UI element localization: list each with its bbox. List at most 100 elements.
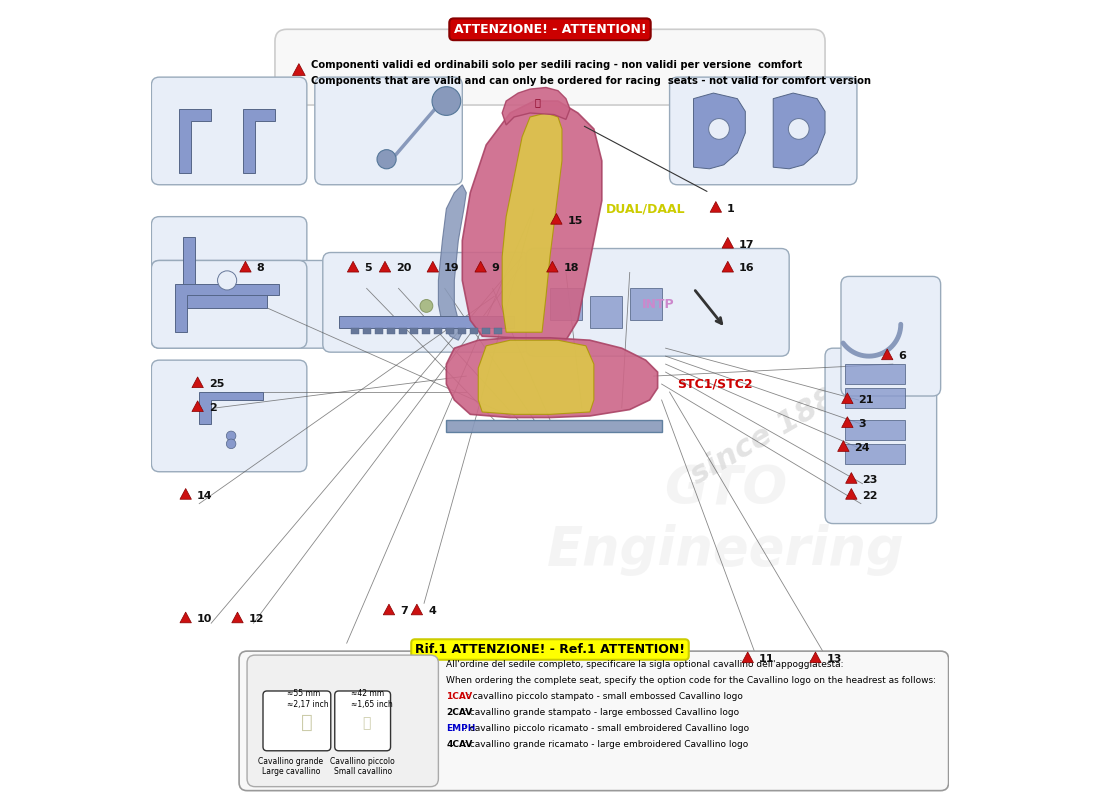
Polygon shape (434, 328, 442, 334)
Polygon shape (184, 237, 267, 308)
Text: GTO
Engineering: GTO Engineering (547, 463, 904, 576)
Polygon shape (339, 316, 514, 328)
FancyBboxPatch shape (275, 30, 825, 105)
FancyBboxPatch shape (152, 261, 339, 348)
Text: : cavallino piccolo stampato - small embossed Cavallino logo: : cavallino piccolo stampato - small emb… (464, 692, 742, 701)
Text: 2: 2 (209, 403, 217, 413)
Circle shape (227, 439, 235, 449)
Polygon shape (845, 364, 905, 384)
Text: Rif.1 ATTENZIONE! - Ref.1 ATTENTION!: Rif.1 ATTENZIONE! - Ref.1 ATTENTION! (415, 643, 685, 656)
Text: 20: 20 (396, 263, 411, 274)
Text: : cavallino piccolo ricamato - small embroidered Cavallino logo: : cavallino piccolo ricamato - small emb… (464, 724, 749, 733)
PathPatch shape (439, 185, 466, 340)
Polygon shape (837, 441, 849, 451)
FancyBboxPatch shape (526, 249, 789, 356)
Circle shape (708, 118, 729, 139)
Text: INTP: INTP (641, 298, 674, 311)
Text: DUAL/DAAL: DUAL/DAAL (606, 202, 685, 215)
Text: 25: 25 (209, 379, 224, 389)
Polygon shape (590, 296, 621, 328)
Polygon shape (199, 392, 263, 424)
PathPatch shape (503, 113, 562, 332)
Polygon shape (422, 328, 430, 334)
Text: 11: 11 (759, 654, 774, 664)
Text: 🐎: 🐎 (301, 714, 312, 732)
Polygon shape (180, 489, 191, 499)
Polygon shape (842, 393, 854, 403)
Text: 2CAV: 2CAV (447, 708, 473, 717)
Text: Cavallino piccolo
Small cavallino: Cavallino piccolo Small cavallino (330, 757, 395, 777)
Polygon shape (711, 202, 722, 212)
Polygon shape (175, 285, 279, 332)
FancyBboxPatch shape (825, 348, 937, 523)
Text: 🐎: 🐎 (363, 716, 371, 730)
Text: Componenti validi ed ordinabili solo per sedili racing - non validi per versione: Componenti validi ed ordinabili solo per… (311, 60, 802, 70)
Text: 15: 15 (568, 216, 583, 226)
Text: 22: 22 (862, 490, 878, 501)
Text: 5: 5 (364, 263, 372, 274)
Polygon shape (427, 262, 439, 272)
Text: 12: 12 (249, 614, 264, 624)
Text: 8: 8 (256, 263, 264, 274)
Circle shape (377, 150, 396, 169)
Polygon shape (547, 262, 558, 272)
Text: 1CAV: 1CAV (447, 692, 473, 701)
Polygon shape (243, 109, 275, 173)
Polygon shape (191, 377, 204, 388)
Text: ≈55 mm
≈2,17 inch: ≈55 mm ≈2,17 inch (287, 690, 329, 709)
Text: 9: 9 (492, 263, 499, 274)
Polygon shape (742, 652, 754, 662)
Polygon shape (845, 420, 905, 440)
FancyBboxPatch shape (670, 77, 857, 185)
Text: ATTENZIONE! - ATTENTION!: ATTENZIONE! - ATTENTION! (453, 22, 647, 36)
Text: 4CAV: 4CAV (447, 740, 473, 749)
Polygon shape (410, 328, 418, 334)
Circle shape (420, 299, 432, 312)
Text: 19: 19 (444, 263, 460, 274)
Polygon shape (383, 604, 395, 615)
Text: since 1885: since 1885 (686, 373, 860, 490)
Text: ≈42 mm
≈1,65 inch: ≈42 mm ≈1,65 inch (351, 690, 393, 709)
Polygon shape (179, 109, 211, 173)
Text: : cavallino grande stampato - large embossed Cavallino logo: : cavallino grande stampato - large embo… (464, 708, 739, 717)
Polygon shape (693, 93, 746, 169)
Text: 🐎: 🐎 (535, 98, 540, 108)
Text: 17: 17 (739, 239, 755, 250)
Text: EMPH: EMPH (447, 724, 475, 733)
FancyBboxPatch shape (152, 217, 307, 328)
Polygon shape (551, 214, 562, 224)
Polygon shape (459, 328, 466, 334)
Polygon shape (240, 262, 251, 272)
Polygon shape (482, 328, 491, 334)
Text: All'ordine del sedile completo, specificare la sigla optional cavallino dell'app: All'ordine del sedile completo, specific… (447, 660, 844, 669)
Text: 3: 3 (858, 419, 866, 429)
Polygon shape (842, 417, 854, 427)
Text: When ordering the complete seat, specify the option code for the Cavallino logo : When ordering the complete seat, specify… (447, 676, 936, 685)
Polygon shape (810, 652, 822, 662)
Text: 14: 14 (197, 490, 212, 501)
FancyBboxPatch shape (263, 691, 331, 750)
Text: 6: 6 (899, 351, 906, 361)
Polygon shape (232, 612, 243, 623)
PathPatch shape (478, 340, 594, 414)
Polygon shape (351, 328, 359, 334)
Circle shape (218, 271, 236, 290)
FancyBboxPatch shape (334, 691, 390, 750)
PathPatch shape (447, 420, 661, 432)
Polygon shape (363, 328, 371, 334)
Polygon shape (881, 349, 893, 360)
Polygon shape (846, 473, 857, 483)
Polygon shape (773, 93, 825, 169)
Polygon shape (494, 328, 503, 334)
Text: 10: 10 (197, 614, 212, 624)
Polygon shape (845, 444, 905, 464)
Text: Cavallino grande
Large cavallino: Cavallino grande Large cavallino (258, 757, 323, 777)
FancyBboxPatch shape (322, 253, 530, 352)
Text: 4: 4 (428, 606, 436, 616)
Polygon shape (475, 262, 486, 272)
Text: 18: 18 (563, 263, 579, 274)
Polygon shape (379, 262, 390, 272)
Circle shape (432, 86, 461, 115)
Text: 21: 21 (858, 395, 874, 405)
Polygon shape (846, 489, 857, 499)
